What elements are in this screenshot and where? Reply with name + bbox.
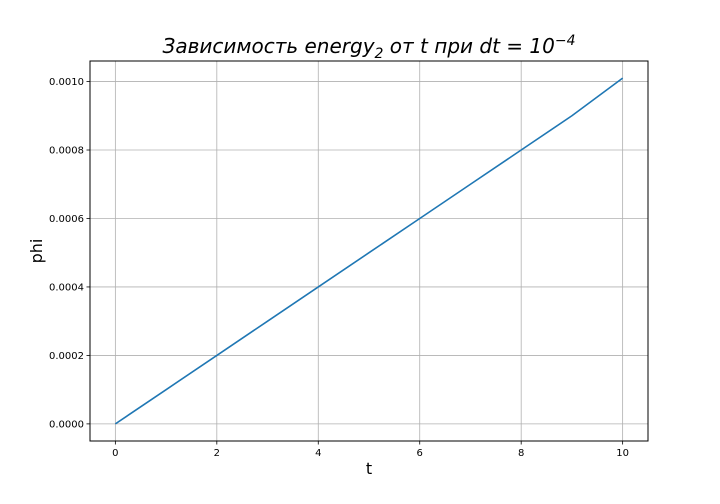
chart-title: Зависимость energy2 от t при dt = 10−4 [163, 33, 576, 62]
chart-title-middle: от t при dt = 10 [383, 34, 554, 58]
y-axis: 0.0000 0.0002 0.0004 0.0006 0.0008 0.0010 [49, 77, 90, 430]
grid [90, 61, 648, 441]
y-tick-label: 0.0004 [49, 282, 84, 293]
y-tick-label: 0.0006 [49, 214, 84, 225]
x-tick-label: 0 [112, 448, 118, 459]
chart-title-subscript: 2 [375, 46, 384, 62]
y-axis-label: phi [27, 239, 46, 264]
y-tick-label: 0.0000 [49, 419, 84, 430]
plot-frame [89, 60, 649, 442]
y-tick-label: 0.0010 [49, 77, 84, 88]
x-axis: 0 2 4 6 8 10 [112, 441, 629, 459]
x-tick-label: 8 [518, 448, 524, 459]
x-tick-label: 6 [417, 448, 423, 459]
x-tick-label: 2 [214, 448, 220, 459]
y-tick-label: 0.0002 [49, 351, 84, 362]
x-tick-label: 10 [616, 448, 629, 459]
chart-title-superscript: −4 [555, 33, 576, 49]
series-line [114, 77, 624, 425]
x-tick-label: 4 [315, 448, 321, 459]
y-tick-label: 0.0008 [49, 146, 84, 157]
series-group [114, 77, 624, 425]
x-axis-label: t [366, 459, 372, 478]
chart-title-main: Зависимость energy [163, 34, 376, 58]
